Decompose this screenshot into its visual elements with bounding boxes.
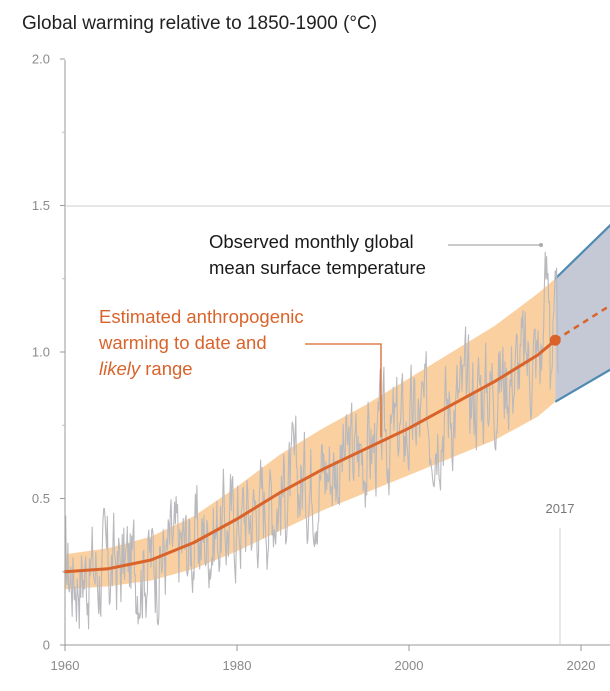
y-tick-label: 0: [43, 638, 50, 653]
projection-range-area: [555, 225, 610, 402]
anthropogenic-label-line2: warming to date and: [98, 332, 267, 353]
likely-word: likely: [99, 358, 142, 379]
likely-range-band: [65, 278, 556, 590]
y-tick-label: 1.0: [32, 345, 50, 360]
observed-label-line1: Observed monthly global: [209, 231, 414, 252]
current-warming-point: [549, 334, 561, 346]
ticks-layer: 0 0.5 1.0 1.5 2.0 1960 1980 2000 2020: [32, 52, 596, 674]
anthropogenic-leader-line: [305, 343, 382, 437]
projection-lower-edge: [554, 368, 610, 403]
projection-central-dashed: [554, 304, 610, 342]
x-tick-label: 1980: [223, 658, 252, 673]
observed-leader-dot: [539, 243, 543, 247]
x-tick-label: 2020: [567, 658, 596, 673]
y-tick-label: 2.0: [32, 52, 50, 67]
observed-temperature-line: [64, 251, 559, 630]
annotations-layer: Observed monthly global mean surface tem…: [98, 231, 574, 645]
marker-year-label: 2017: [546, 501, 575, 516]
central-estimate-line: [63, 338, 557, 574]
anthropogenic-label-line3: likely range: [99, 358, 193, 379]
projection-upper-edge: [554, 223, 610, 280]
anthropogenic-label-line1: Estimated anthropogenic: [99, 306, 304, 327]
range-word: range: [140, 358, 192, 379]
y-tick-label: 1.5: [32, 198, 50, 213]
likely-range-layer: [65, 278, 556, 590]
x-tick-label: 2000: [395, 658, 424, 673]
projection-layer: [554, 223, 610, 403]
chart-title: Global warming relative to 1850-1900 (°C…: [22, 13, 378, 34]
x-tick-label: 1960: [51, 658, 80, 673]
observed-label-line2: mean surface temperature: [209, 257, 426, 278]
central-estimate-layer: [63, 304, 610, 574]
y-tick-label: 0.5: [32, 491, 50, 506]
observed-temperature-layer: [64, 251, 559, 630]
